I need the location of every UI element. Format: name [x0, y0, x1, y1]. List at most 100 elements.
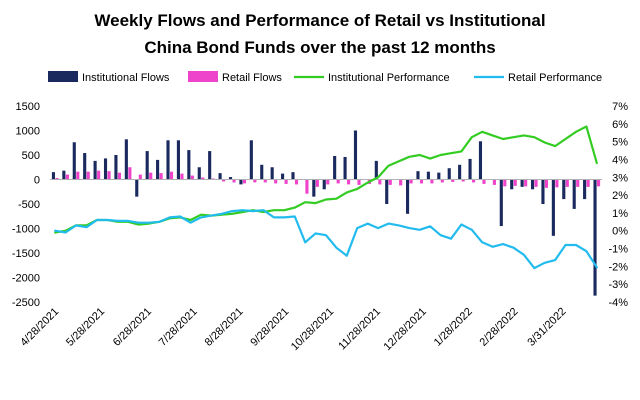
bar-institutional-flows — [583, 179, 587, 200]
bar-retail-flows — [419, 179, 424, 184]
y-right-tick-label: 1% — [612, 208, 628, 220]
bar-institutional-flows — [145, 151, 149, 180]
bar-institutional-flows — [572, 179, 576, 209]
legend: Institutional Flows Retail Flows Instituti… — [48, 71, 602, 84]
bar-institutional-flows — [468, 158, 472, 180]
bar-institutional-flows — [135, 179, 139, 197]
bar-institutional-flows — [447, 168, 451, 180]
legend-item-1: Retail Flows — [188, 71, 282, 84]
bar-institutional-flows — [520, 179, 524, 187]
y-right-tick-label: 2% — [612, 190, 628, 202]
bar-institutional-flows — [166, 140, 170, 180]
bar-institutional-flows — [239, 179, 243, 185]
bar-retail-flows — [55, 178, 59, 180]
bar-institutional-flows — [291, 172, 295, 180]
bar-retail-flows — [513, 179, 517, 186]
bar-institutional-flows — [405, 179, 410, 214]
bar-institutional-flows — [343, 156, 347, 180]
bar-retail-flows — [524, 179, 528, 187]
bar-institutional-flows — [114, 155, 118, 180]
bar-retail-flows — [190, 175, 194, 180]
y-right-tick-label: 6% — [612, 119, 628, 131]
bar-retail-flows — [544, 179, 549, 188]
bar-retail-flows — [472, 179, 476, 183]
y-left-tick-label: -2500 — [12, 297, 40, 309]
bar-retail-flows — [180, 173, 184, 180]
bar-retail-flows — [242, 179, 247, 184]
legend-swatch-0 — [48, 71, 78, 82]
bar-retail-flows — [263, 179, 267, 183]
bar-institutional-flows — [426, 171, 430, 180]
bar-institutional-flows — [458, 164, 462, 180]
bar-institutional-flows — [197, 167, 201, 180]
bar-retail-flows — [305, 179, 309, 194]
bar-retail-flows — [482, 179, 486, 184]
bar-retail-flows — [399, 179, 403, 186]
x-tick-label: 4/28/2021 — [18, 306, 61, 349]
bar-retail-flows — [440, 179, 444, 183]
bar-institutional-flows — [478, 141, 483, 180]
legend-item-0: Institutional Flows — [48, 71, 170, 84]
bar-retail-flows — [451, 179, 455, 182]
x-tick-label: 1/28/2022 — [432, 306, 475, 349]
bar-institutional-flows — [541, 179, 545, 204]
bar-retail-flows — [409, 179, 413, 184]
x-tick-label: 5/28/2021 — [64, 306, 107, 349]
bar-institutional-flows — [499, 179, 503, 227]
bar-retail-flows — [107, 171, 111, 180]
chart-title-line-2: China Bond Funds over the past 12 months — [144, 38, 495, 57]
bar-retail-flows — [232, 179, 236, 183]
x-tick-label: 6/28/2021 — [111, 306, 154, 349]
bar-institutional-flows — [156, 159, 160, 180]
bar-institutional-flows — [51, 172, 56, 180]
bar-retail-flows — [169, 171, 174, 180]
bar-institutional-flows — [124, 139, 128, 180]
bar-institutional-flows — [437, 172, 441, 180]
bar-retail-flows — [97, 170, 101, 180]
y-right-tick-label: -4% — [608, 297, 628, 309]
x-tick-label: 8/28/2021 — [203, 306, 246, 349]
legend-label-1: Retail Flows — [222, 72, 282, 84]
bar-retail-flows — [253, 179, 257, 183]
bar-retail-flows — [357, 179, 361, 185]
y-right-tick-label: 5% — [612, 137, 628, 149]
y-left-tick-label: 1000 — [16, 126, 40, 138]
bar-retail-flows — [117, 172, 122, 180]
bar-institutional-flows — [312, 179, 316, 197]
bar-institutional-flows — [530, 179, 535, 190]
bar-retail-flows — [138, 174, 142, 180]
y-right-tick-label: -1% — [608, 244, 628, 256]
bar-institutional-flows — [93, 160, 97, 180]
bar-retail-flows — [76, 171, 80, 180]
bar-retail-flows — [347, 179, 351, 185]
line-institutional-performance — [54, 125, 598, 234]
bar-retail-flows — [378, 179, 382, 185]
bar-retail-flows — [284, 179, 288, 184]
bar-retail-flows — [128, 167, 132, 180]
bar-institutional-flows — [416, 171, 420, 180]
bar-institutional-flows — [270, 167, 274, 180]
bar-institutional-flows — [281, 173, 285, 180]
bar-institutional-flows — [208, 151, 212, 180]
bar-institutional-flows — [333, 155, 337, 180]
legend-item-2: Institutional Performance — [294, 72, 450, 84]
bar-institutional-flows — [228, 177, 233, 180]
bar-institutional-flows — [187, 150, 191, 180]
y-right-tick-label: 3% — [612, 172, 628, 184]
y-left-tick-label: 500 — [22, 150, 40, 162]
bar-institutional-flows — [103, 158, 108, 180]
bar-retail-flows — [596, 179, 601, 187]
y-right-tick-label: -2% — [608, 261, 628, 273]
y-right-tick-label: -3% — [608, 279, 628, 291]
bar-retail-flows — [86, 171, 90, 180]
bar-retail-flows — [315, 179, 319, 187]
plot-area: 1500 1000 500 0 -500 -1000 -1500 -2000 -2500 7% 6%… — [12, 101, 628, 353]
legend-label-3: Retail Performance — [508, 72, 602, 84]
y-left-tick-label: 1500 — [16, 101, 40, 113]
bar-retail-flows — [336, 179, 340, 184]
bar-retail-flows — [430, 179, 434, 184]
bar-retail-flows — [149, 172, 153, 180]
legend-label-0: Institutional Flows — [82, 72, 170, 84]
